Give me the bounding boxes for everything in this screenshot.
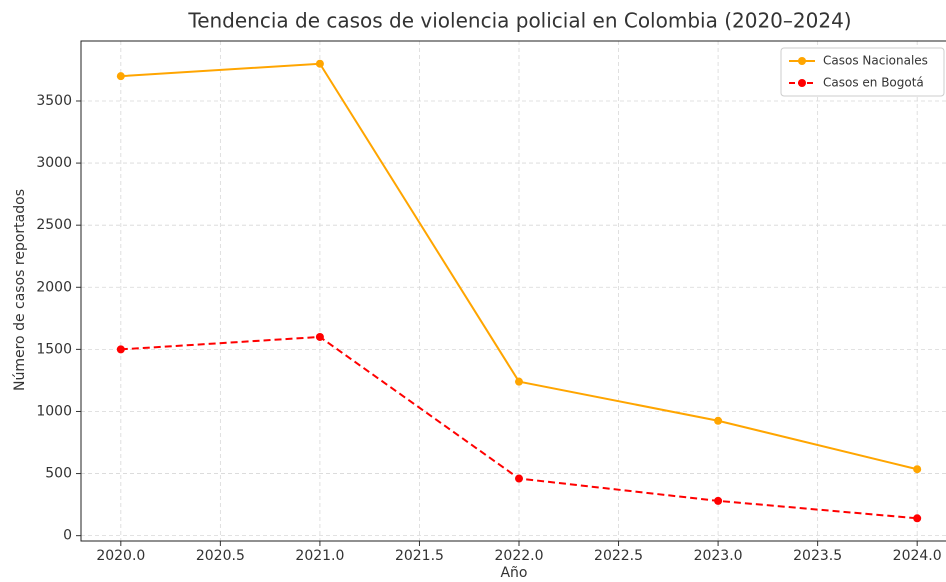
x-tick-label: 2022.0 [495,548,544,564]
y-tick-label: 0 [63,528,72,544]
y-tick-label: 500 [45,466,72,482]
data-point [116,345,125,354]
legend-marker [798,57,806,65]
data-point [913,514,922,523]
x-tick-label: 2021.5 [395,548,444,564]
x-tick-label: 2020.0 [96,548,145,564]
x-tick-label: 2024.0 [893,548,942,564]
y-tick-label: 2000 [36,279,72,295]
plot-frame [80,40,946,542]
data-point [515,377,523,386]
x-tick-label: 2023.5 [793,548,842,564]
legend-box [780,47,945,97]
y-tick-label: 1500 [36,341,72,357]
data-point [714,496,723,505]
y-tick-label: 2500 [36,217,72,233]
data-point [913,465,922,474]
x-tick-label: 2022.5 [594,548,643,564]
data-point [315,59,324,68]
y-tick-label: 1000 [36,403,72,419]
legend-label: Casos Nacionales [823,54,928,68]
data-point [116,72,125,81]
data-point [315,332,324,341]
x-tick-label: 2021.0 [295,548,344,564]
x-tick-label: 2023.0 [694,548,743,564]
x-tick-label: 2020.5 [196,548,245,564]
y-tick-label: 3000 [36,155,72,171]
y-axis-label: Número de casos reportados [12,189,28,391]
y-tick-label: 3500 [36,93,72,109]
legend-label: Casos en Bogotá [823,76,924,90]
data-point [714,416,723,425]
legend: Casos Nacionales Casos en Bogotá [780,47,945,97]
x-axis-label: Año [500,565,527,581]
legend-marker [798,79,806,87]
data-point [515,474,523,483]
chart-title: Tendencia de casos de violencia policial… [187,9,851,33]
